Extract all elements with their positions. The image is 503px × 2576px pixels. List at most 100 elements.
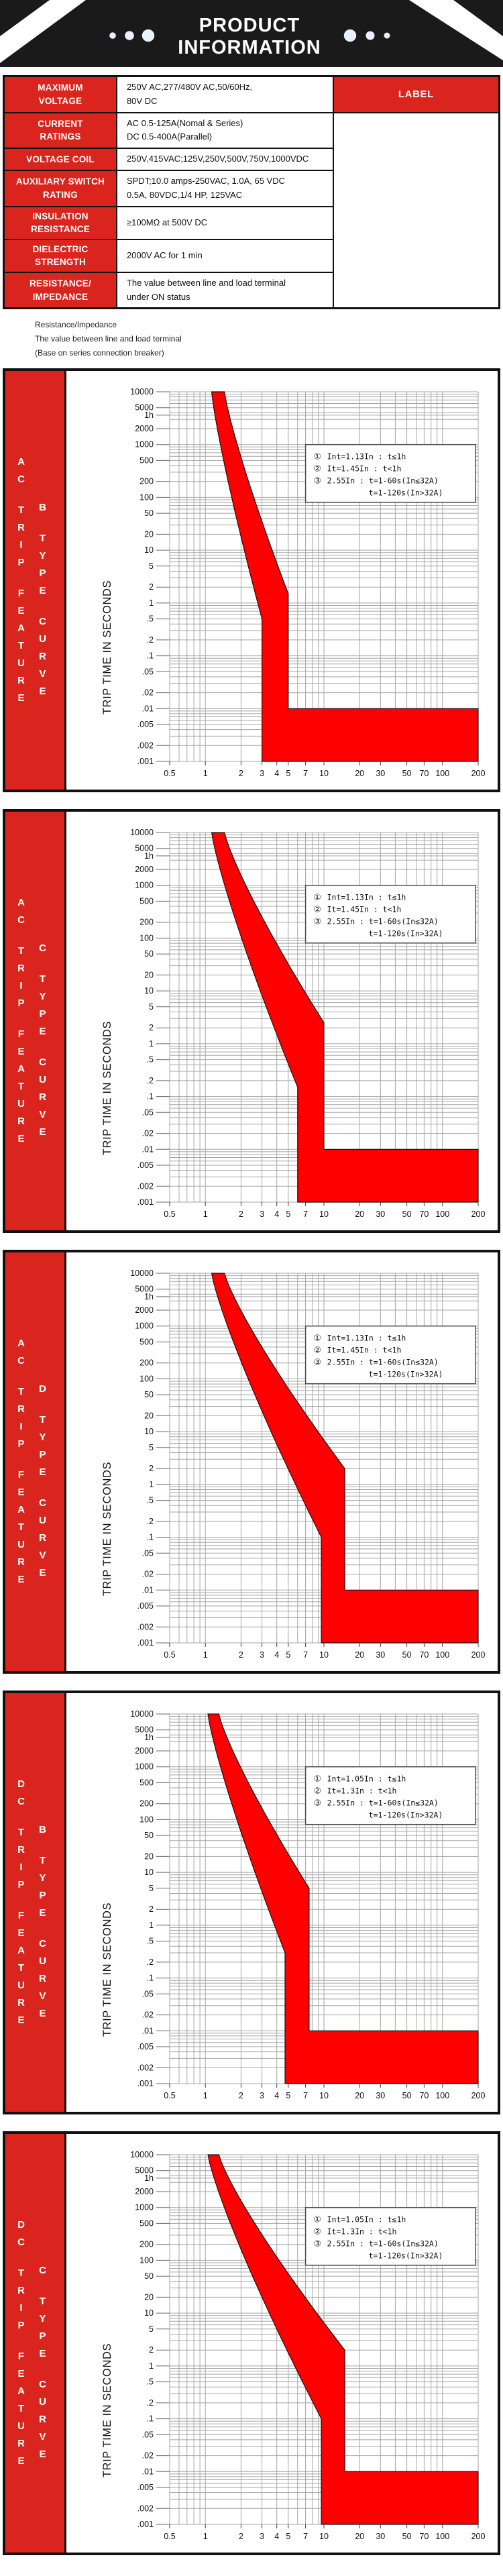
svg-text:2000: 2000	[135, 424, 154, 433]
svg-text:.05: .05	[142, 1990, 154, 1999]
svg-text:t=1-120s(In>32A): t=1-120s(In>32A)	[369, 1370, 443, 1379]
sidebar-word: C	[37, 2262, 48, 2279]
svg-text:70: 70	[419, 2091, 429, 2100]
svg-text:1: 1	[149, 1921, 154, 1930]
sidebar-letter: U	[39, 633, 46, 645]
sidebar-letter: R	[39, 1973, 46, 1985]
svg-text:50: 50	[402, 1650, 412, 1660]
svg-text:①: ①	[314, 2214, 321, 2224]
svg-text:1000: 1000	[135, 881, 154, 890]
svg-text:.02: .02	[142, 688, 154, 698]
svg-text:.002: .002	[137, 1623, 154, 1632]
svg-text:10000: 10000	[130, 1709, 154, 1719]
sidebar-letter: A	[17, 897, 25, 909]
svg-text:③: ③	[314, 916, 321, 926]
svg-text:4: 4	[274, 2091, 279, 2100]
svg-text:10: 10	[144, 2308, 154, 2318]
sidebar-letter: A	[17, 1504, 25, 1516]
svg-text:.1: .1	[147, 651, 154, 661]
spec-label: VOLTAGE COIL	[3, 148, 117, 172]
sidebar-letter: T	[17, 1827, 25, 1839]
svg-text:3: 3	[260, 2091, 264, 2100]
legend: ① Int=1.05In : t≤1h ② It=1.3In : t<1h ③ 2.55I…	[304, 1766, 476, 1825]
svg-text:t=1-120s(In>32A): t=1-120s(In>32A)	[369, 488, 443, 498]
sidebar-letter: E	[39, 1466, 46, 1479]
spec-label: INSULATION RESISTANCE	[3, 205, 117, 240]
svg-text:5000: 5000	[135, 844, 154, 853]
svg-text:0.5: 0.5	[164, 769, 175, 778]
svg-text:.01: .01	[142, 704, 154, 714]
svg-text:2: 2	[239, 1210, 243, 1219]
plot-area: 10000 5000 1h 2000 1000 500 200 100 50 20 10 5 2 1 .5.…	[66, 812, 498, 1230]
trip-band	[207, 1713, 479, 2084]
svg-text:100: 100	[139, 493, 154, 502]
svg-text:5: 5	[286, 2532, 290, 2541]
plot-area: 10000 5000 1h 2000 1000 500 200 100 50 20 10 5 2 1 .5.…	[66, 371, 498, 790]
svg-text:200: 200	[139, 918, 154, 927]
svg-text:1: 1	[203, 769, 208, 778]
footnote-line: (Base on series connection breaker)	[35, 348, 164, 358]
trip-band	[211, 832, 479, 1203]
sidebar-letter: C	[17, 1796, 25, 1808]
svg-text:.05: .05	[142, 1549, 154, 1558]
sidebar-letter: P	[17, 557, 25, 569]
svg-text:5: 5	[149, 2324, 154, 2334]
svg-text:.01: .01	[142, 2467, 154, 2477]
svg-text:50: 50	[402, 2091, 412, 2100]
sidebar-letter: E	[39, 585, 46, 597]
svg-text:70: 70	[419, 1210, 429, 1219]
sidebar-letter: E	[39, 1126, 46, 1138]
svg-text:.1: .1	[147, 1974, 154, 1983]
sidebar-letter: T	[39, 1414, 46, 1426]
spec-value: ≥100MΩ at 500V DC	[115, 205, 334, 240]
label-image-area	[332, 111, 500, 309]
legend-box	[304, 1766, 476, 1825]
svg-text:Int=1.05In : t≤1h: Int=1.05In : t≤1h	[327, 2215, 406, 2224]
spec-value: 2000V AC for 1 min	[115, 238, 334, 273]
legend: ① Int=1.13In : t≤1h ② It=1.45In : t<1h ③ 2.55…	[304, 1326, 476, 1385]
svg-text:.2: .2	[147, 1076, 154, 1085]
svg-text:2: 2	[149, 1024, 154, 1033]
svg-text:20: 20	[355, 1210, 364, 1219]
spec-label: RESISTANCE/ IMPEDANCE	[3, 271, 117, 309]
sidebar-letter: P	[17, 1879, 25, 1891]
sidebar-letter: C	[17, 914, 25, 926]
svg-text:2: 2	[239, 769, 243, 778]
trip-band	[211, 1273, 479, 1644]
sidebar-letter: P	[39, 2330, 46, 2343]
sidebar-word: B	[37, 499, 48, 517]
sidebar-letter: T	[39, 2296, 46, 2308]
svg-text:200: 200	[471, 2091, 486, 2100]
svg-text:5: 5	[149, 1884, 154, 1893]
svg-text:It=1.3In : t<1h: It=1.3In : t<1h	[327, 2227, 397, 2237]
spec-label: CURRENT RATINGS	[3, 111, 117, 150]
svg-text:100: 100	[139, 2256, 154, 2265]
sidebar-letter: I	[19, 1421, 23, 1433]
svg-text:4: 4	[274, 2532, 279, 2541]
svg-text:5000: 5000	[135, 403, 154, 413]
svg-text:7: 7	[303, 1650, 308, 1660]
sidebar-letter: Y	[39, 2313, 46, 2325]
svg-text:50: 50	[144, 2271, 154, 2281]
svg-text:.5: .5	[147, 1496, 154, 1505]
sidebar-letter: P	[17, 2320, 25, 2332]
dots-right	[343, 29, 390, 42]
sidebar-letter: E	[17, 605, 25, 617]
sidebar-letter: R	[17, 1116, 25, 1128]
sidebar-letter: R	[17, 1403, 25, 1415]
grid-lines	[169, 391, 479, 762]
